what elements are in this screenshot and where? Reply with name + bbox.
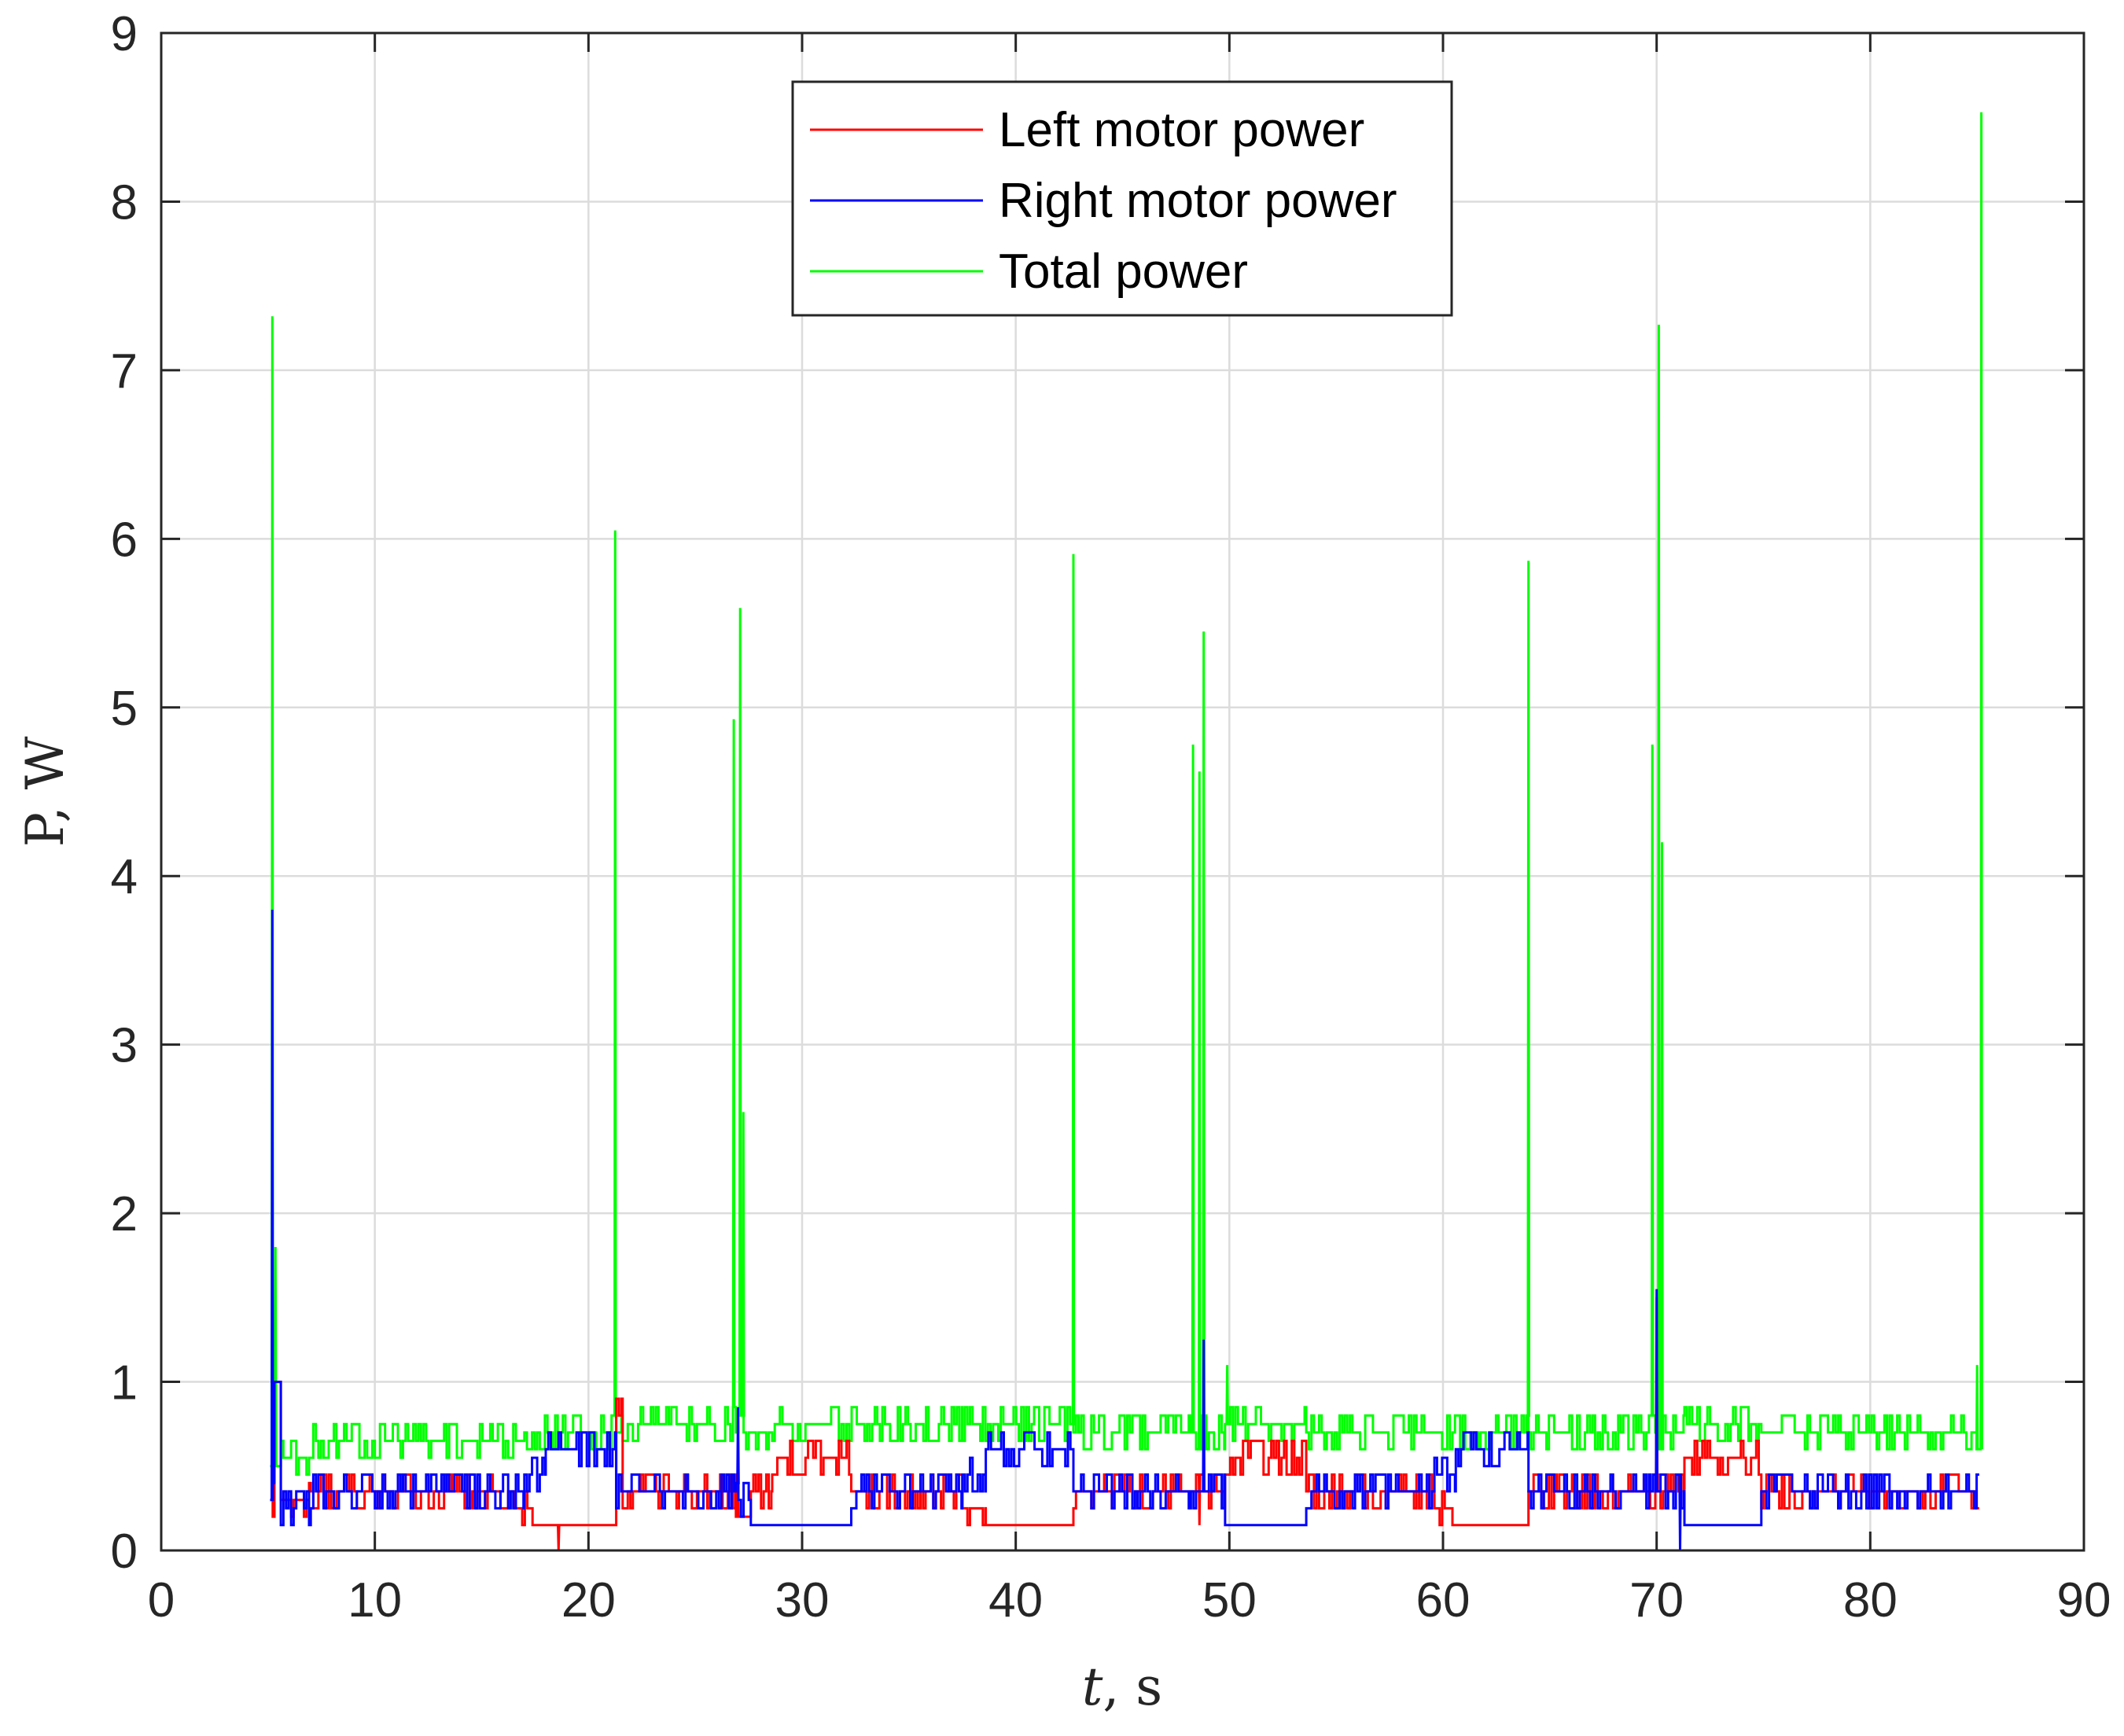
x-tick-label: 60 (1416, 1573, 1471, 1628)
x-tick-label: 20 (561, 1573, 616, 1628)
y-tick-label: 8 (111, 175, 138, 230)
legend-label-left: Left motor power (999, 103, 1364, 157)
x-tick-label: 10 (348, 1573, 402, 1628)
series-lines (270, 112, 1983, 1551)
y-tick-label: 5 (111, 682, 138, 736)
y-tick-label: 2 (111, 1187, 138, 1241)
x-tick-label: 0 (148, 1573, 175, 1628)
x-axis-label: t, s (1082, 1657, 1162, 1717)
y-tick-label: 7 (111, 344, 138, 399)
legend: Left motor power Right motor power Total… (791, 80, 1453, 317)
y-tick-label: 6 (111, 513, 138, 567)
x-tick-label: 30 (775, 1573, 830, 1628)
series-line-2 (270, 112, 1983, 1476)
x-tick-label: 70 (1629, 1573, 1684, 1628)
series-line-1 (270, 910, 1979, 1551)
y-tick-label: 9 (111, 7, 138, 61)
legend-box (791, 80, 1453, 317)
y-tick-label: 3 (111, 1019, 138, 1073)
legend-label-right: Right motor power (999, 174, 1397, 228)
x-tick-label: 40 (988, 1573, 1043, 1628)
x-tick-label: 80 (1843, 1573, 1898, 1628)
x-tick-label: 90 (2057, 1573, 2111, 1628)
y-tick-label: 1 (111, 1356, 138, 1410)
x-tick-label: 50 (1202, 1573, 1257, 1628)
axis-ticks (160, 31, 2085, 1552)
legend-label-total: Total power (999, 245, 1248, 299)
y-axis-label: P, W (15, 736, 75, 847)
y-tick-label: 0 (111, 1525, 138, 1579)
plot-frame (160, 31, 2085, 1552)
tick-labels: 0 10 20 30 40 50 60 70 80 90 0 1 2 3 4 5 6 7 8 9 (111, 7, 2111, 1628)
y-tick-label: 4 (111, 850, 138, 904)
